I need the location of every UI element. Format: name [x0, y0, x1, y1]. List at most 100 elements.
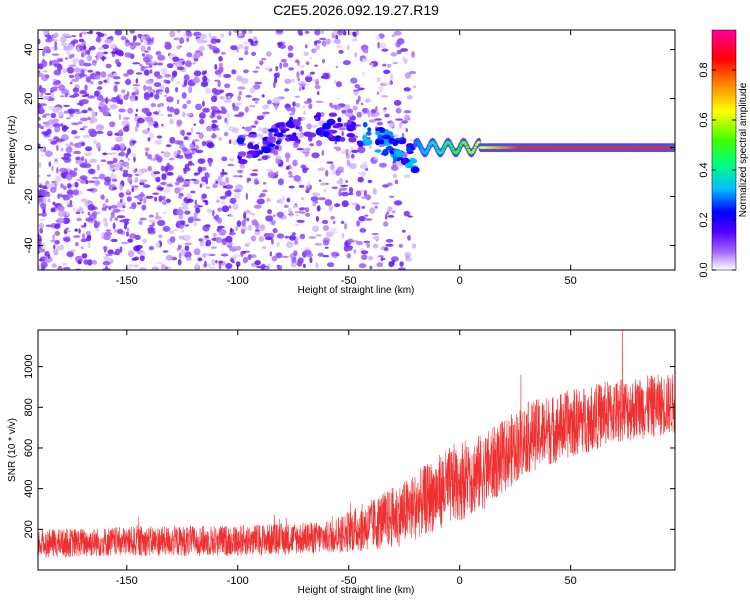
spectrogram-cell	[397, 267, 407, 270]
spectrogram-cell	[465, 145, 469, 149]
spectrogram-cell	[257, 126, 262, 132]
spectrogram-cell	[425, 149, 429, 152]
spectrogram-cell	[298, 184, 305, 188]
spectrogram-cell	[265, 215, 274, 222]
spectrogram-cell	[52, 118, 59, 124]
spectrogram-cell	[246, 217, 250, 222]
spectrogram-cell	[202, 100, 205, 107]
spectrogram-cell	[297, 30, 303, 35]
spectrogram-cell	[182, 184, 190, 188]
spectrogram-cell	[298, 86, 302, 92]
spectrogram-cell	[121, 89, 126, 94]
spectrogram-cell	[47, 198, 51, 203]
spectrogram-cell	[160, 68, 168, 75]
spectrogram-cell	[169, 30, 176, 38]
spectrogram-cell	[143, 198, 147, 204]
spectrogram-cell	[126, 196, 132, 202]
spectrogram-cell	[154, 155, 157, 161]
spectrogram-cell	[91, 111, 96, 118]
spectrogram-cell	[376, 262, 384, 268]
spectrogram-cell	[62, 126, 70, 130]
spectrogram-cell	[141, 204, 147, 211]
spectrogram-cell	[340, 191, 350, 197]
spectrogram-cell	[195, 207, 201, 214]
spectrogram-cell	[408, 70, 417, 75]
spectrogram-cell	[396, 49, 402, 55]
spectrogram-cell	[301, 86, 305, 90]
spectrogram-cell	[295, 126, 300, 130]
spectrogram-cell	[250, 39, 254, 46]
spectrogram-cell	[248, 30, 253, 34]
spectrogram-cell	[74, 228, 78, 232]
spectrogram-cell	[473, 146, 477, 149]
spectrogram-cell	[38, 175, 41, 178]
spectrogram-cell	[96, 164, 100, 171]
y-tick-label: 400	[23, 479, 35, 497]
spectrogram-cell	[229, 158, 235, 162]
spectrogram-cell	[71, 35, 77, 38]
spectrogram-cell	[200, 81, 209, 88]
spectrogram-cell	[376, 78, 380, 83]
spectrogram-cell	[247, 134, 258, 138]
spectrogram-cell	[277, 72, 280, 78]
spectrogram-cell	[339, 136, 346, 142]
y-tick-label: 0	[23, 144, 35, 150]
spectrogram-cell	[119, 219, 128, 223]
spectrogram-cell	[54, 175, 62, 182]
spectrogram-cell	[164, 74, 172, 78]
spectrogram-cell	[199, 118, 205, 125]
spectrogram-cell	[251, 219, 258, 226]
spectrogram-cell	[441, 148, 445, 151]
spectrogram-cell	[112, 222, 116, 230]
spectrogram-cell	[107, 131, 112, 134]
spectrogram-cell	[316, 91, 320, 96]
spectrogram-cell	[69, 81, 73, 85]
spectrogram-cell	[365, 131, 372, 136]
spectrogram-cell	[261, 127, 270, 134]
spectrogram-cell	[151, 37, 155, 43]
spectrogram-cell	[157, 54, 166, 61]
spectrogram-cell	[257, 158, 262, 161]
spectrogram-cell	[236, 137, 245, 145]
spectrogram-cell	[471, 151, 475, 154]
spectrogram-cell	[385, 146, 394, 151]
spectrogram-cell	[262, 104, 270, 110]
spectrogram-cell	[184, 163, 190, 170]
spectrogram-cell	[193, 218, 201, 221]
spectrogram-cell	[302, 263, 306, 268]
spectrogram-cell	[402, 229, 406, 233]
spectrogram-cell	[371, 232, 379, 236]
spectrogram-cell	[293, 175, 302, 182]
spectrogram-cell	[40, 154, 44, 158]
spectrogram-cell	[297, 117, 302, 122]
spectrogram-cell	[51, 180, 56, 184]
spectrogram-cell	[193, 123, 197, 126]
spectrogram-cell	[472, 148, 476, 152]
spectrogram-cell	[95, 142, 101, 149]
spectrogram-cell	[102, 152, 108, 156]
spectrogram-cell	[103, 255, 110, 262]
spectrogram-cell	[86, 201, 94, 205]
spectrogram-cell	[119, 202, 127, 206]
spectrogram-cell	[275, 65, 279, 72]
spectrogram-cell	[256, 198, 265, 205]
spectrogram-cell	[139, 182, 145, 186]
spectrogram-cell	[81, 49, 86, 54]
spectrogram-cell	[417, 142, 421, 146]
spectrogram-cell	[158, 234, 163, 239]
spectrogram-cell	[49, 60, 52, 66]
spectrogram-cell	[390, 164, 399, 171]
spectrogram-cell	[65, 146, 73, 154]
spectrogram-cell	[211, 119, 218, 123]
spectrogram-cell	[44, 74, 50, 79]
spectrogram-cell	[403, 58, 408, 65]
spectrogram-cell	[147, 121, 153, 127]
spectrogram-cell	[312, 225, 320, 232]
spectrogram-cell	[74, 181, 79, 188]
spectrogram-cell	[60, 183, 64, 189]
spectrogram-cell	[62, 217, 71, 224]
spectrogram-cell	[119, 209, 125, 212]
spectrogram-cell	[279, 62, 283, 69]
spectrogram-cell	[371, 202, 380, 205]
spectrogram-cell	[284, 88, 290, 92]
